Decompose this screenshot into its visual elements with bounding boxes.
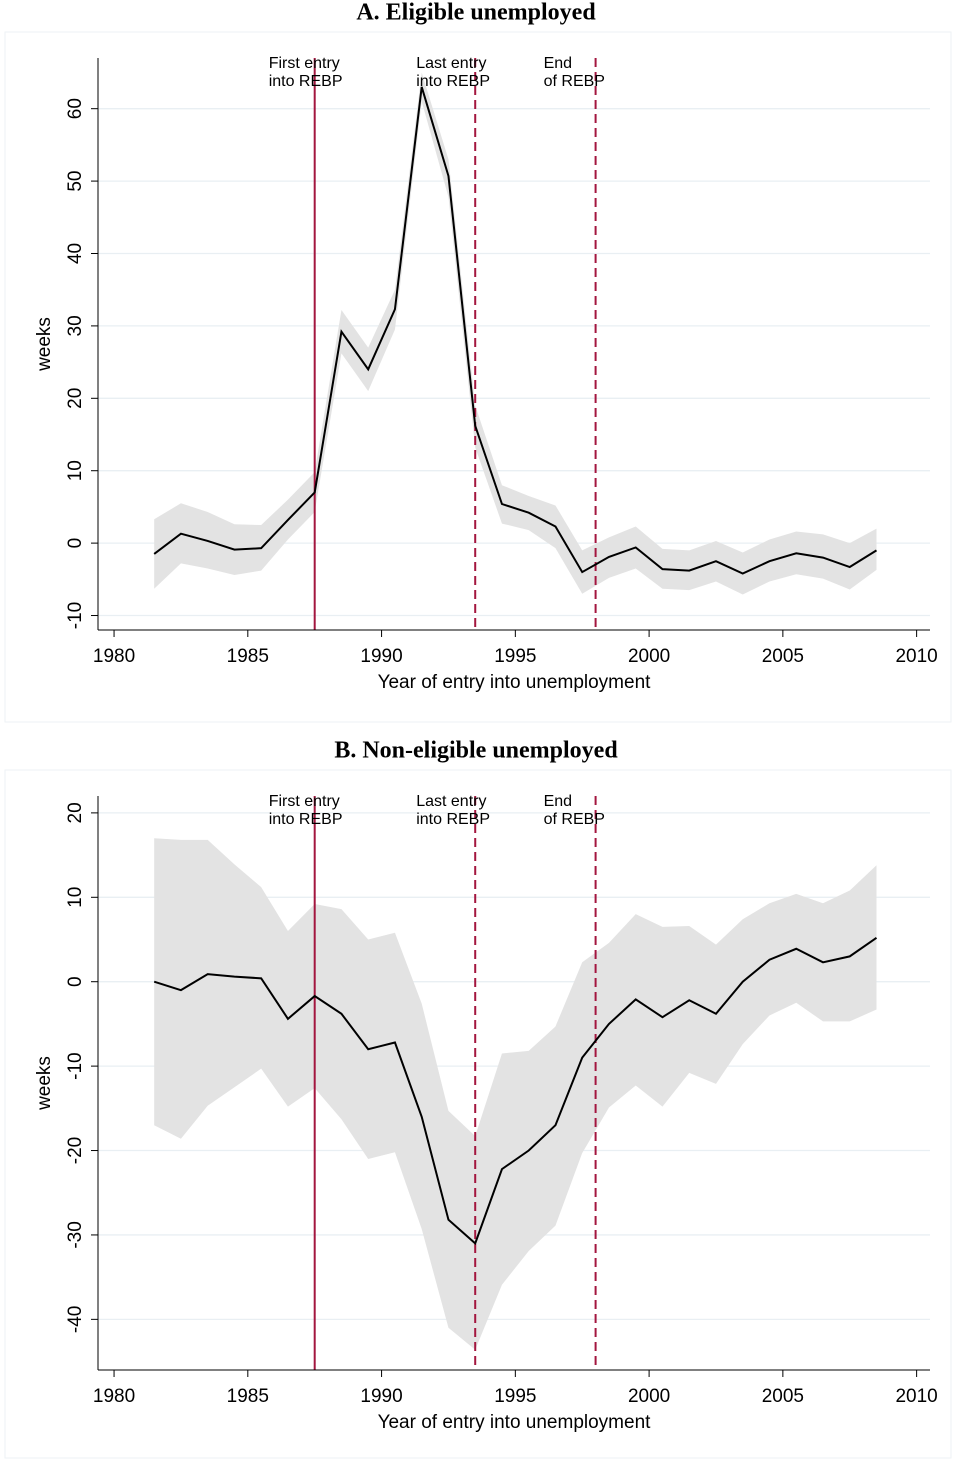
annotation: First entry xyxy=(269,55,340,72)
y-tick-label: 0 xyxy=(65,538,86,549)
y-tick-label: 40 xyxy=(65,243,86,264)
y-tick-label: -30 xyxy=(65,1221,86,1248)
x-tick-label: 1990 xyxy=(360,1386,402,1407)
y-tick-label: 30 xyxy=(65,315,86,336)
annotation: into REBP xyxy=(269,73,343,90)
annotation: of REBP xyxy=(544,811,605,828)
panel-frame xyxy=(4,31,952,723)
x-tick-label: 2000 xyxy=(628,1386,670,1407)
y-tick-label: 20 xyxy=(65,388,86,409)
annotation: End xyxy=(544,793,572,810)
y-tick-label: -20 xyxy=(65,1137,86,1164)
x-tick-label: 1985 xyxy=(227,1386,269,1407)
confidence-band xyxy=(154,72,877,595)
x-tick-label: 2005 xyxy=(762,1386,804,1407)
x-axis-label: Year of entry into unemployment xyxy=(378,1412,652,1433)
chart-title: B. Non-eligible unemployed xyxy=(334,738,618,764)
x-tick-label: 1995 xyxy=(494,1386,536,1407)
y-tick-label: -10 xyxy=(65,602,86,629)
y-tick-label: -10 xyxy=(65,1052,86,1079)
x-tick-label: 1995 xyxy=(494,646,536,667)
y-tick-label: 0 xyxy=(65,976,86,987)
annotation: First entry xyxy=(269,793,340,810)
panel-frame xyxy=(4,769,952,1459)
y-tick-label: 50 xyxy=(65,171,86,192)
annotation: Last entry xyxy=(416,55,486,72)
annotation: Last entry xyxy=(416,793,486,810)
y-tick-label: 20 xyxy=(65,802,86,823)
y-tick-label: 10 xyxy=(65,887,86,908)
x-tick-label: 2010 xyxy=(895,1386,937,1407)
x-axis-label: Year of entry into unemployment xyxy=(378,672,652,693)
estimate-line xyxy=(153,936,878,1246)
x-tick-label: 1980 xyxy=(93,646,135,667)
annotation: into REBP xyxy=(269,811,343,828)
y-axis-label: weeks xyxy=(34,317,55,372)
estimate-line xyxy=(153,86,878,575)
x-tick-label: 2010 xyxy=(895,646,937,667)
y-tick-label: 60 xyxy=(65,98,86,119)
x-tick-label: 1985 xyxy=(227,646,269,667)
annotation: End xyxy=(544,55,572,72)
annotation: into REBP xyxy=(416,811,490,828)
x-tick-label: 2005 xyxy=(762,646,804,667)
x-tick-label: 2000 xyxy=(628,646,670,667)
x-tick-label: 1980 xyxy=(93,1386,135,1407)
chart-title: A. Eligible unemployed xyxy=(356,0,596,26)
x-tick-label: 1990 xyxy=(360,646,402,667)
y-tick-label: 10 xyxy=(65,460,86,481)
annotation: of REBP xyxy=(544,73,605,90)
y-tick-label: -40 xyxy=(65,1306,86,1333)
annotation: into REBP xyxy=(416,73,490,90)
y-axis-label: weeks xyxy=(34,1056,55,1111)
confidence-band xyxy=(154,838,877,1350)
